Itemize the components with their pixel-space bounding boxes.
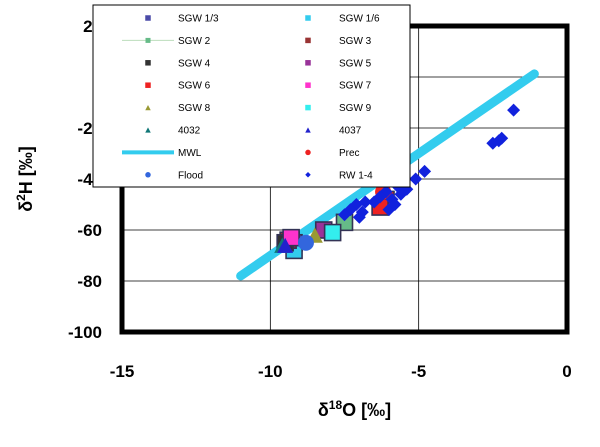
point-rw-1-4 — [338, 208, 351, 222]
point-rw-1-4 — [418, 164, 432, 178]
legend-swatch-sgw-5 — [305, 60, 311, 66]
marker-layer — [274, 103, 521, 260]
legend-label-prec: Prec — [339, 148, 360, 159]
legend-label-sgw-4: SGW 4 — [178, 58, 211, 69]
legend-swatch-sgw-6 — [145, 82, 151, 88]
legend-swatch-sgw-4 — [145, 60, 151, 66]
y-tick-label: -60 — [77, 221, 102, 240]
legend-label-sgw-9: SGW 9 — [339, 103, 372, 114]
legend-label-sgw-6: SGW 6 — [178, 81, 211, 92]
x-tick-label: -15 — [110, 362, 135, 381]
x-tick-labels: -15 -10 -5 0 — [110, 362, 572, 381]
x-axis-title: δ18O [‰] — [318, 398, 391, 420]
legend-label-sgw-8: SGW 8 — [178, 103, 211, 114]
legend-label-4037: 4037 — [339, 126, 362, 137]
legend-swatch-flood — [145, 172, 151, 178]
point-rw-1-4 — [486, 136, 500, 150]
point-rw-1-4 — [507, 103, 521, 117]
x-tick-label: -10 — [258, 362, 283, 381]
legend-swatch-sgw-1-6 — [305, 15, 311, 21]
legend-swatch-4032 — [145, 127, 151, 133]
point-flood — [297, 234, 314, 251]
legend-swatch-sgw-1-3 — [145, 15, 151, 21]
legend-swatch-sgw-9 — [305, 104, 311, 111]
point-rw-1-4 — [388, 198, 402, 211]
legend-swatch-4037 — [305, 127, 311, 133]
legend-label-sgw-5: SGW 5 — [339, 58, 372, 69]
legend-swatch-sgw-3 — [305, 37, 311, 44]
x-tick-label: 0 — [562, 362, 571, 381]
point-rw-1-4 — [367, 195, 381, 209]
point-rw-1-4 — [352, 210, 366, 224]
point-4037 — [277, 237, 294, 253]
point-sgw-9 — [323, 223, 342, 242]
legend-swatch-sgw-8 — [145, 104, 151, 111]
legend: SGW 1/3 SGW 1/6 SGW 2 SGW 3 SGW 4 SGW 5 SGW 6 S… — [92, 4, 411, 188]
y-tick-label: -80 — [77, 272, 102, 291]
legend-label-sgw-1-3: SGW 1/3 — [178, 14, 219, 25]
legend-label-sgw-3: SGW 3 — [339, 36, 372, 47]
legend-label-sgw-2: SGW 2 — [178, 36, 211, 47]
x-tick-label: -5 — [411, 362, 426, 381]
y-axis-title: δ2H [‰] — [14, 146, 36, 212]
legend-swatch-sgw-7 — [305, 82, 311, 88]
legend-label-sgw-7: SGW 7 — [339, 81, 372, 92]
legend-label-mwl: MWL — [178, 148, 202, 159]
legend-label-flood: Flood — [178, 170, 203, 181]
y-tick-label: -100 — [68, 323, 102, 342]
legend-swatch-sgw-2 — [145, 37, 151, 43]
legend-swatch-prec — [305, 149, 311, 156]
legend-label-4032: 4032 — [178, 126, 201, 137]
legend-box — [92, 4, 411, 188]
point-rw-1-4 — [409, 172, 423, 186]
legend-label-rw-1-4: RW 1-4 — [339, 170, 373, 181]
legend-swatch-rw-1-4 — [305, 172, 311, 178]
legend-label-sgw-1-6: SGW 1/6 — [339, 14, 380, 25]
